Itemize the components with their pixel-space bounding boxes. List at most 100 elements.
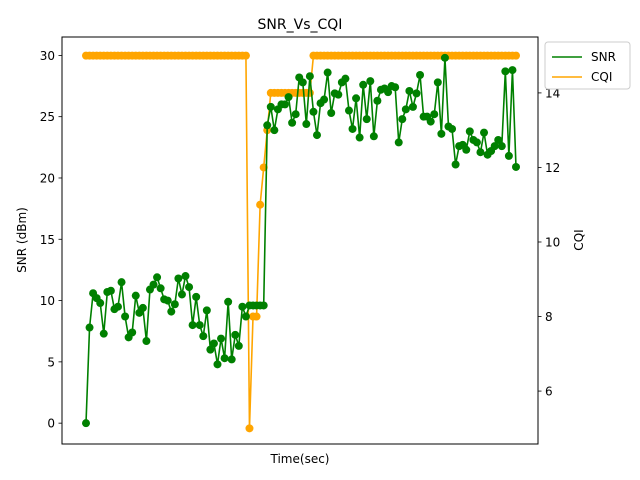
- snr-point: [508, 66, 517, 75]
- cqi-point: [241, 51, 250, 60]
- snr-point: [281, 100, 290, 109]
- snr-point: [224, 297, 233, 306]
- y2-axis-label: CQI: [572, 229, 586, 250]
- snr-point: [241, 312, 250, 321]
- snr-point: [220, 354, 229, 363]
- snr-point: [209, 339, 218, 348]
- snr-point: [99, 329, 108, 338]
- snr-point: [149, 280, 158, 289]
- right-axis-ticks: 6 8 10 12 14: [538, 86, 560, 399]
- snr-point: [284, 93, 293, 102]
- snr-point: [234, 341, 243, 350]
- snr-point: [82, 419, 90, 428]
- plot-area: [62, 37, 538, 444]
- snr-point: [334, 90, 343, 99]
- snr-point: [352, 94, 361, 103]
- snr-point: [476, 148, 485, 157]
- snr-point: [401, 105, 410, 114]
- snr-point: [412, 89, 421, 98]
- left-tick-label: 10: [40, 294, 55, 308]
- right-tick-label: 6: [545, 385, 553, 399]
- snr-point: [202, 306, 211, 315]
- snr-point: [312, 131, 321, 140]
- y-axis-label: SNR (dBm): [15, 207, 29, 273]
- plot-frame: [61, 36, 539, 445]
- snr-point: [355, 133, 364, 142]
- snr-point: [490, 142, 499, 151]
- snr-point: [394, 138, 403, 147]
- legend-cqi-label: CQI: [591, 70, 612, 84]
- snr-point: [185, 283, 194, 292]
- cqi-series-layer: [82, 51, 520, 433]
- snr-point: [142, 337, 151, 346]
- snr-point: [85, 323, 94, 332]
- snr-point: [369, 132, 378, 141]
- snr-point: [497, 142, 506, 151]
- snr-point: [384, 88, 393, 97]
- snr-point: [448, 124, 457, 133]
- snr-point: [398, 115, 407, 124]
- snr-point: [259, 301, 268, 310]
- cqi-point: [245, 424, 254, 433]
- snr-point: [327, 109, 336, 118]
- snr-point: [494, 135, 503, 144]
- snr-point: [391, 83, 400, 92]
- snr-point: [231, 330, 240, 339]
- snr-point: [348, 124, 357, 133]
- snr-point: [405, 86, 414, 95]
- left-tick-label: 25: [40, 110, 55, 124]
- snr-point: [341, 74, 350, 83]
- snr-point: [121, 312, 130, 321]
- snr-point: [512, 162, 520, 171]
- snr-point: [302, 120, 311, 129]
- snr-point: [181, 272, 190, 281]
- snr-point: [362, 115, 371, 124]
- snr-point: [305, 72, 314, 81]
- snr-point: [192, 292, 201, 301]
- snr-point: [359, 80, 368, 89]
- cqi-point: [252, 312, 261, 321]
- snr-point: [227, 355, 236, 364]
- snr-point: [113, 302, 122, 311]
- snr-point: [266, 102, 275, 111]
- snr-point: [288, 118, 297, 127]
- snr-point: [451, 160, 460, 169]
- snr-point: [117, 278, 126, 287]
- legend: SNR CQI: [544, 41, 631, 90]
- snr-point: [238, 302, 247, 311]
- snr-point: [504, 151, 513, 160]
- right-tick-label: 8: [545, 310, 553, 324]
- left-tick-label: 0: [47, 417, 55, 431]
- snr-point: [138, 303, 147, 312]
- snr-point: [291, 110, 300, 119]
- snr-point: [373, 96, 382, 105]
- snr-point: [440, 53, 449, 62]
- left-tick-label: 5: [47, 355, 55, 369]
- snr-point: [156, 284, 165, 293]
- snr-point: [416, 71, 425, 79]
- snr-point: [177, 290, 186, 299]
- snr-point: [174, 274, 183, 283]
- snr-point: [153, 273, 162, 282]
- snr-point: [167, 307, 176, 316]
- chart-title: SNR_Vs_CQI: [258, 17, 343, 33]
- snr-point: [106, 286, 115, 295]
- snr-point: [437, 129, 446, 138]
- snr-point: [309, 107, 318, 116]
- snr-point: [320, 95, 329, 104]
- snr-point: [472, 138, 481, 147]
- snr-point: [199, 332, 208, 341]
- snr-series-layer: [82, 53, 520, 428]
- left-tick-label: 20: [40, 171, 55, 185]
- snr-point: [195, 321, 204, 330]
- snr-point: [408, 102, 417, 111]
- snr-point: [170, 300, 179, 309]
- snr-point: [426, 117, 435, 126]
- snr-point: [323, 68, 332, 77]
- snr-point: [433, 78, 442, 87]
- right-tick-label: 10: [545, 235, 560, 249]
- snr-point: [128, 328, 137, 337]
- snr-point: [163, 296, 172, 305]
- cqi-point: [512, 51, 520, 60]
